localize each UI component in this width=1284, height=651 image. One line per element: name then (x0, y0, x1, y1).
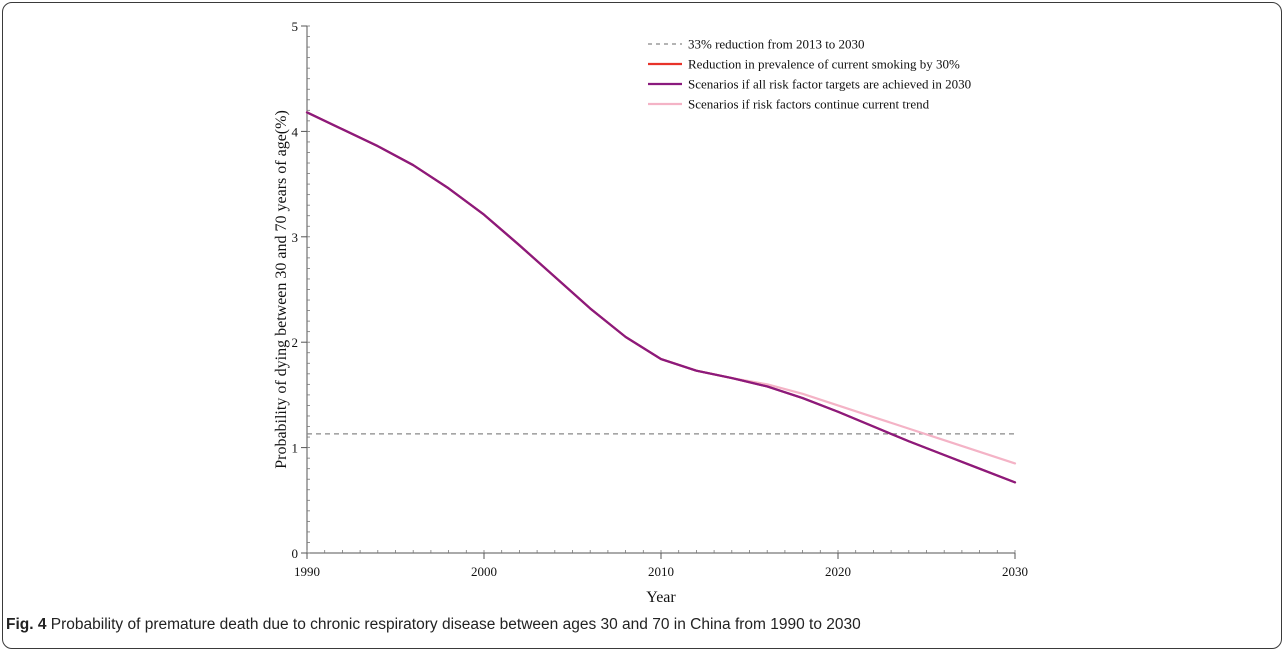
y-tick-label: 1 (292, 441, 299, 456)
x-tick-label: 2020 (825, 564, 851, 579)
x-tick-label: 2030 (1002, 564, 1028, 579)
y-axis-title: Probability of dying between 30 and 70 y… (273, 110, 290, 469)
x-tick-label: 1990 (294, 564, 320, 579)
y-tick-label: 4 (292, 124, 299, 139)
legend: 33% reduction from 2013 to 2030 Reduction… (648, 37, 971, 112)
series-line-2 (305, 111, 1017, 484)
y-tick-label: 0 (292, 546, 299, 561)
y-tick-label: 5 (292, 19, 299, 34)
x-tick-label: 2010 (648, 564, 674, 579)
axes: 1990 2000 2010 2020 2030 0 1 2 3 4 5 (292, 19, 1029, 579)
figure-caption: Fig. 4 Probability of premature death du… (6, 616, 1266, 634)
line-chart: 1990 2000 2010 2020 2030 0 1 2 3 4 5 33% reduction… (273, 19, 1029, 606)
figure-label: Fig. 4 (6, 616, 47, 633)
legend-label: Scenarios if risk factors continue curre… (688, 97, 930, 112)
x-tick-label: 2000 (471, 564, 497, 579)
legend-label: Reduction in prevalence of current smoki… (688, 57, 960, 72)
figure-caption-text: Probability of premature death due to ch… (50, 616, 861, 633)
series-lines (305, 111, 1017, 484)
x-axis-title: Year (646, 589, 676, 606)
y-tick-label: 3 (292, 230, 299, 245)
legend-label: 33% reduction from 2013 to 2030 (688, 37, 865, 52)
series-line-1 (305, 111, 1017, 484)
legend-label: Scenarios if all risk factor targets are… (688, 77, 971, 92)
y-tick-label: 2 (292, 335, 299, 350)
